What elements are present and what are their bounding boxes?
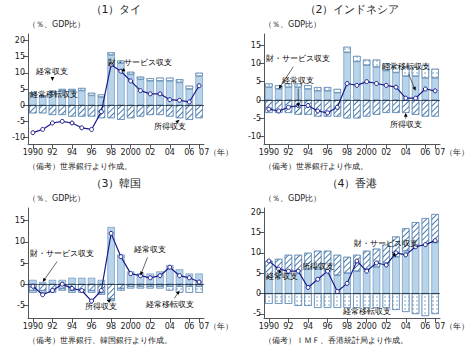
- svg-text:財・サービス収支: 財・サービス収支: [108, 58, 172, 67]
- svg-text:92: 92: [47, 148, 57, 157]
- svg-text:-10: -10: [248, 132, 261, 141]
- svg-text:0: 0: [256, 96, 261, 105]
- svg-text:1990: 1990: [259, 322, 279, 331]
- svg-text:96: 96: [86, 148, 96, 157]
- svg-text:96: 96: [322, 148, 332, 157]
- svg-text:5: 5: [20, 259, 25, 268]
- svg-text:92: 92: [47, 322, 57, 331]
- svg-text:（％、GDP比）: （％、GDP比）: [264, 20, 321, 29]
- svg-text:04: 04: [165, 322, 175, 331]
- svg-text:財・サービス収支: 財・サービス収支: [354, 239, 418, 248]
- svg-text:10: 10: [251, 59, 261, 68]
- svg-text:所得収支: 所得収支: [85, 302, 117, 311]
- svg-text:10: 10: [15, 237, 25, 246]
- svg-text:（3）韓国: （3）韓国: [91, 177, 142, 190]
- svg-text:98: 98: [342, 148, 352, 157]
- svg-text:所得収支: 所得収支: [154, 122, 186, 131]
- svg-text:0: 0: [256, 289, 261, 298]
- svg-text:2000: 2000: [356, 148, 376, 157]
- svg-text:02: 02: [381, 148, 391, 157]
- svg-text:2000: 2000: [120, 322, 140, 331]
- svg-text:20: 20: [15, 36, 25, 45]
- svg-text:-5: -5: [253, 114, 261, 123]
- svg-text:経常移転収支: 経常移転収支: [381, 62, 430, 71]
- svg-text:経常収支: 経常収支: [265, 272, 298, 281]
- svg-text:（備考）世界銀行、韓国銀行より作成。: （備考）世界銀行、韓国銀行より作成。: [28, 336, 172, 345]
- svg-text:-5: -5: [253, 309, 261, 318]
- svg-text:経常収支: 経常収支: [35, 67, 68, 76]
- svg-text:07（年）: 07（年）: [199, 322, 233, 331]
- svg-text:10: 10: [15, 68, 25, 77]
- svg-text:（％、GDP比）: （％、GDP比）: [264, 194, 321, 203]
- svg-text:1990: 1990: [23, 322, 43, 331]
- svg-text:10: 10: [251, 248, 261, 257]
- svg-text:07（年）: 07（年）: [435, 148, 469, 157]
- svg-text:-5: -5: [17, 117, 25, 126]
- svg-text:94: 94: [303, 322, 313, 331]
- svg-text:0: 0: [20, 280, 25, 289]
- svg-text:04: 04: [401, 148, 411, 157]
- svg-text:06: 06: [184, 148, 194, 157]
- svg-text:（1）タイ: （1）タイ: [91, 3, 142, 16]
- svg-text:（備考）ＩＭＦ、香港統計局より作成。: （備考）ＩＭＦ、香港統計局より作成。: [264, 336, 408, 345]
- svg-text:02: 02: [145, 148, 155, 157]
- svg-text:96: 96: [86, 322, 96, 331]
- svg-text:94: 94: [303, 148, 313, 157]
- svg-text:2000: 2000: [120, 148, 140, 157]
- svg-text:（2）インドネシア: （2）インドネシア: [305, 3, 400, 16]
- svg-text:04: 04: [401, 322, 411, 331]
- svg-text:15: 15: [15, 52, 25, 61]
- svg-text:（％、GDP比）: （％、GDP比）: [28, 194, 85, 203]
- svg-text:02: 02: [145, 322, 155, 331]
- svg-text:98: 98: [106, 322, 116, 331]
- svg-text:経常移転収支: 経常移転収支: [29, 90, 78, 99]
- svg-text:経常収支: 経常収支: [133, 245, 166, 254]
- svg-text:94: 94: [67, 322, 77, 331]
- svg-text:所得収支: 所得収支: [390, 120, 422, 129]
- svg-text:所得収支: 所得収支: [302, 262, 334, 271]
- svg-text:2000: 2000: [356, 322, 376, 331]
- svg-text:92: 92: [283, 322, 293, 331]
- svg-text:98: 98: [106, 148, 116, 157]
- svg-text:02: 02: [381, 322, 391, 331]
- svg-text:07（年）: 07（年）: [199, 148, 233, 157]
- svg-text:5: 5: [256, 269, 261, 278]
- svg-text:06: 06: [420, 148, 430, 157]
- svg-text:1990: 1990: [23, 148, 43, 157]
- svg-text:5: 5: [256, 77, 261, 86]
- svg-text:06: 06: [420, 322, 430, 331]
- svg-text:0: 0: [20, 101, 25, 110]
- svg-text:経常移転収支: 経常移転収支: [145, 300, 194, 309]
- svg-text:15: 15: [15, 216, 25, 225]
- svg-text:経常移転収支: 経常移転収支: [342, 307, 391, 316]
- svg-text:96: 96: [322, 322, 332, 331]
- svg-text:15: 15: [251, 228, 261, 237]
- svg-text:04: 04: [165, 148, 175, 157]
- svg-text:財・サービス収支: 財・サービス収支: [266, 54, 330, 63]
- svg-text:（4）香港: （4）香港: [327, 177, 378, 190]
- svg-text:（％、GDP比）: （％、GDP比）: [28, 20, 85, 29]
- svg-text:5: 5: [20, 85, 25, 94]
- svg-text:06: 06: [184, 322, 194, 331]
- svg-text:94: 94: [67, 148, 77, 157]
- svg-text:98: 98: [342, 322, 352, 331]
- svg-text:（備考）世界銀行より作成。: （備考）世界銀行より作成。: [28, 162, 132, 171]
- svg-text:20: 20: [251, 208, 261, 217]
- svg-text:92: 92: [283, 148, 293, 157]
- svg-text:財・サービス収支: 財・サービス収支: [30, 249, 94, 258]
- svg-text:（備考）世界銀行より作成。: （備考）世界銀行より作成。: [264, 162, 368, 171]
- svg-text:-10: -10: [12, 133, 25, 142]
- svg-text:07（年）: 07（年）: [435, 322, 469, 331]
- svg-text:15: 15: [251, 41, 261, 50]
- svg-text:経常収支: 経常収支: [282, 76, 315, 86]
- svg-text:1990: 1990: [259, 148, 279, 157]
- svg-text:-5: -5: [17, 301, 25, 310]
